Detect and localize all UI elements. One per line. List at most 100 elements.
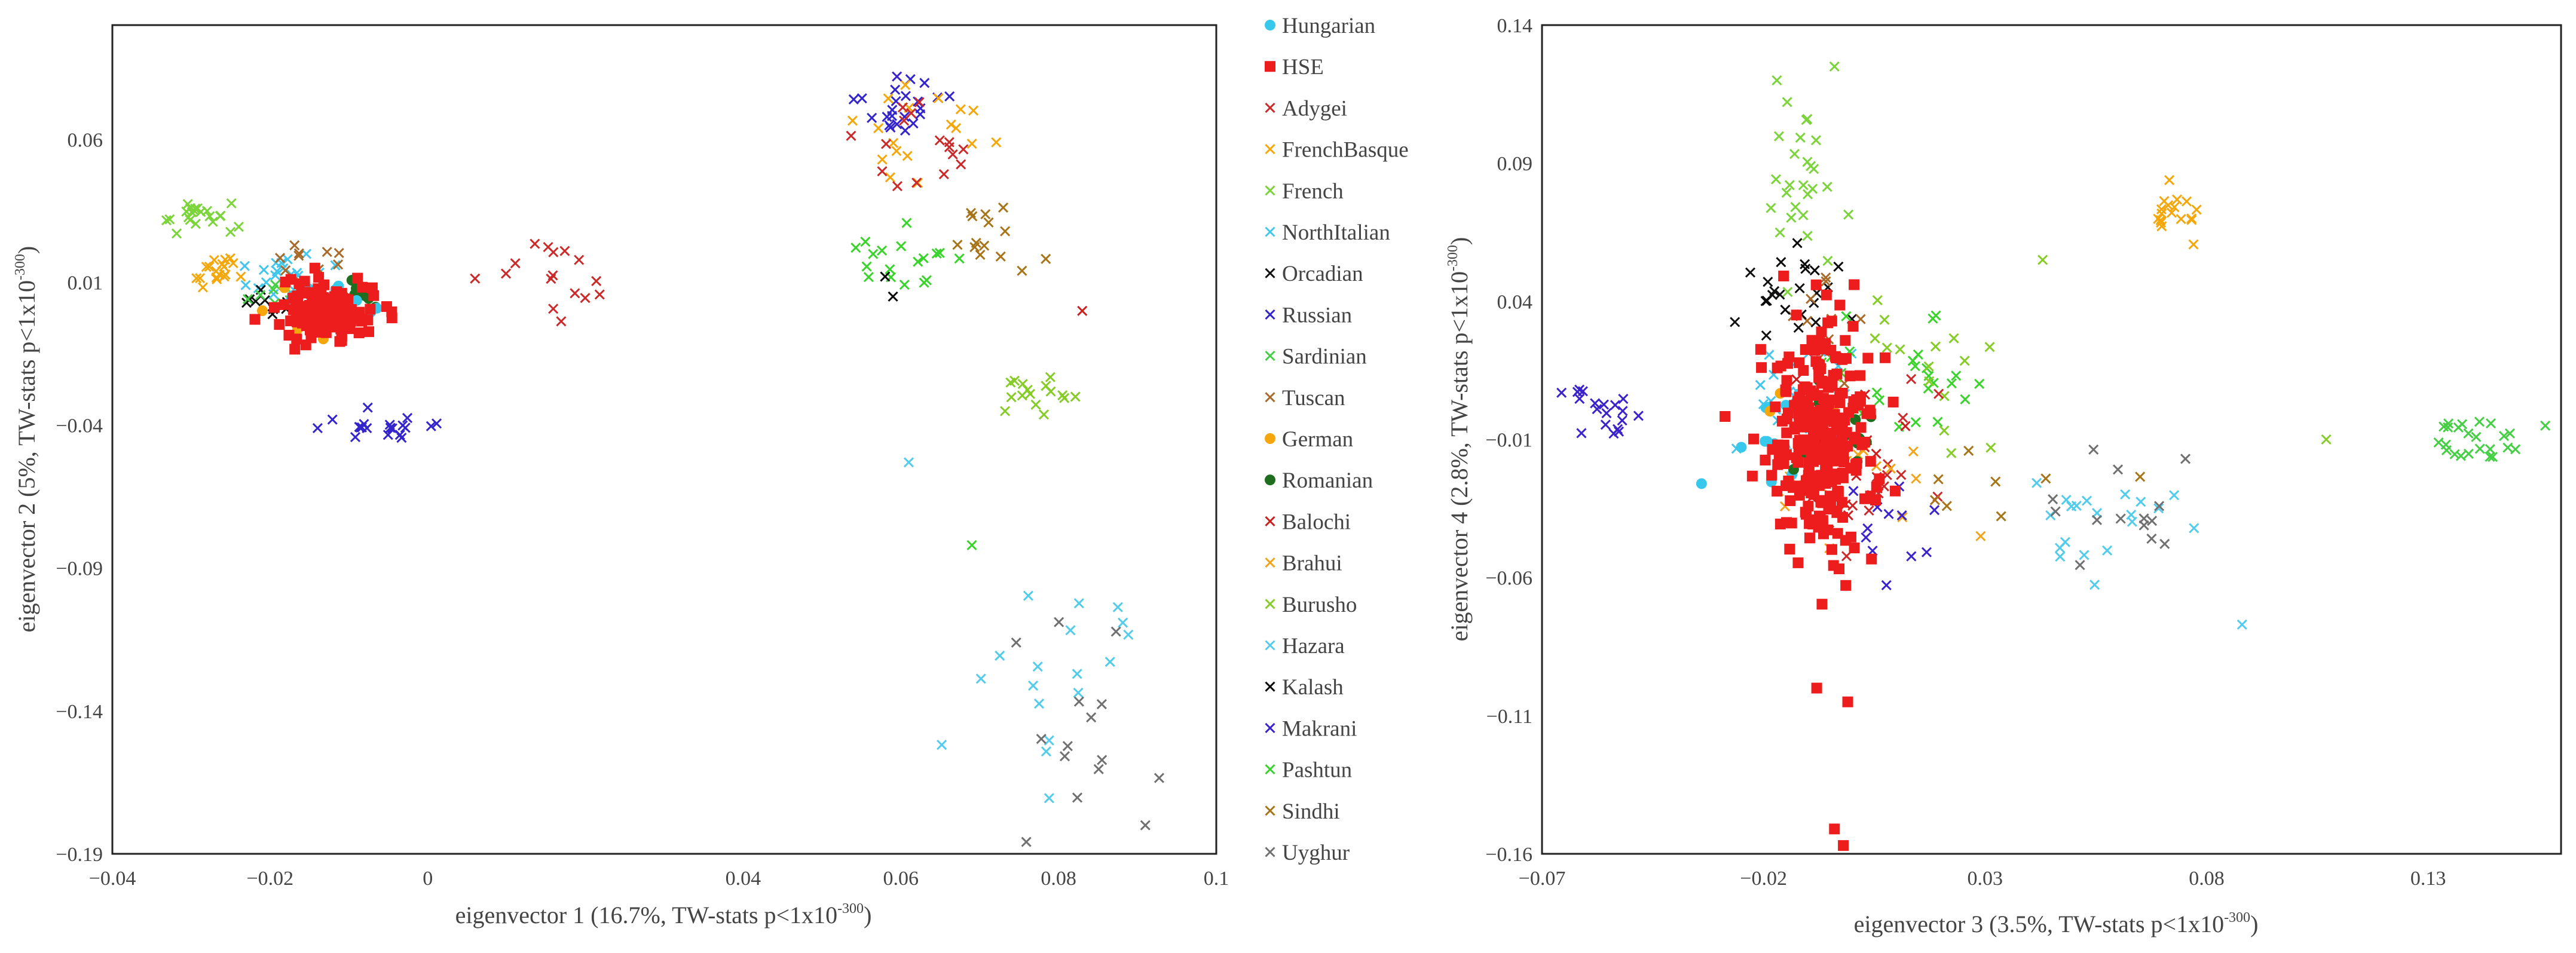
right-point-french	[1822, 182, 1832, 192]
right-point-sardinian	[2441, 445, 2452, 456]
right-point-frenchbasque	[2186, 214, 2197, 225]
right-point-french	[1802, 231, 1813, 241]
left-point-russian	[890, 84, 901, 95]
legend-item-brahui: Brahui	[1265, 551, 1342, 576]
legend-label: Orcadian	[1282, 262, 1363, 286]
y-tick-label: 0.09	[1497, 153, 1533, 175]
right-point-adygei	[1882, 459, 1893, 470]
left-point-french	[215, 210, 226, 221]
left-point-hse	[291, 303, 302, 314]
right-point-hse	[1802, 415, 1813, 426]
left-point-hse	[313, 272, 325, 283]
left-point-frenchbasque	[191, 273, 202, 284]
right-point-hse	[1866, 553, 1877, 565]
left-point-hazara	[1044, 735, 1054, 746]
left-point-german	[256, 305, 268, 317]
legend-item-sardinian: Sardinian	[1265, 345, 1367, 369]
left-point-russian	[900, 125, 911, 136]
right-point-makrani	[1921, 547, 1932, 557]
left-point-hse	[305, 287, 317, 299]
right-point-sardinian	[2453, 422, 2464, 433]
right-point-sindhi	[1990, 476, 2001, 487]
left-point-russian	[384, 419, 395, 430]
right-point-hse	[1847, 403, 1859, 414]
left-point-adygei	[500, 268, 512, 279]
right-point-burusho	[1879, 314, 1890, 325]
right-point-frenchbasque	[2186, 213, 2197, 224]
left-point-adygei	[944, 142, 954, 152]
right-point-uyghur	[2115, 513, 2126, 524]
left-point-russian	[944, 91, 955, 102]
y-tick-label: −0.14	[56, 701, 103, 723]
left-point-russian	[848, 94, 859, 105]
right-point-french	[1801, 115, 1812, 125]
right-point-hse	[1862, 353, 1874, 364]
right-point-hse	[1865, 408, 1876, 419]
left-point-french	[233, 222, 244, 232]
left-point-hazara	[903, 457, 914, 468]
legend-label: Makrani	[1282, 716, 1357, 741]
legend-label: Brahui	[1282, 551, 1342, 576]
right-point-frenchbasque	[2155, 215, 2166, 226]
right-point-hse	[1818, 393, 1829, 404]
right-point-hse	[1781, 375, 1792, 386]
right-point-makrani	[1929, 505, 1940, 516]
left-point-sindhi	[995, 251, 1006, 262]
right-point-hse	[1812, 443, 1823, 454]
legend-marker-kalash	[1265, 681, 1275, 692]
left-point-adygei	[548, 304, 559, 314]
left-point-sardinian	[242, 294, 253, 305]
legend-item-german: German	[1265, 427, 1353, 452]
right-point-burusho	[1870, 333, 1880, 344]
chart-right-points	[1556, 61, 2551, 851]
right-point-french	[1773, 131, 1785, 142]
y-tick-label: −0.09	[56, 558, 103, 580]
right-point-uyghur	[2091, 514, 2103, 525]
left-point-uyghur	[1011, 637, 1021, 648]
right-point-hse	[1834, 299, 1846, 311]
right-point-frenchbasque	[2163, 200, 2174, 211]
right-point-makrani	[1883, 508, 1894, 519]
right-point-makrani	[1862, 523, 1873, 534]
left-point-hazara	[1072, 669, 1082, 679]
right-point-french	[1795, 132, 1806, 143]
right-point-kalash	[1760, 296, 1771, 307]
left-point-pashtun	[896, 241, 907, 252]
left-point-uyghur	[1086, 712, 1097, 723]
left-point-sindhi	[983, 217, 994, 228]
right-point-hse	[1746, 470, 1758, 482]
right-point-hse	[1849, 543, 1860, 554]
legend-item-russian: Russian	[1265, 303, 1352, 327]
left-point-hse	[357, 281, 368, 293]
legend-marker-orcadian	[1265, 268, 1275, 278]
right-point-kalash	[1833, 261, 1844, 272]
x-tick-label: 0.13	[2410, 868, 2446, 890]
left-point-hse	[352, 272, 363, 284]
left-point-uyghur	[1073, 696, 1084, 707]
right-point-frenchbasque	[2171, 194, 2183, 205]
legend-marker-balochi	[1265, 516, 1275, 526]
left-point-burusho	[1006, 392, 1017, 403]
right-point-hazara	[2136, 497, 2146, 507]
left-point-adygei	[905, 108, 917, 118]
right-point-hse	[1748, 433, 1760, 445]
right-point-hazara	[2089, 580, 2100, 590]
right-point-adygei	[1906, 373, 1917, 384]
right-point-makrani	[1576, 428, 1587, 439]
legend-item-orcadian: Orcadian	[1265, 262, 1363, 286]
left-point-frenchbasque	[197, 282, 208, 293]
left-point-adygei	[559, 246, 570, 256]
left-point-frenchbasque	[946, 119, 956, 130]
left-point-hazara	[937, 739, 947, 750]
right-point-hse	[1816, 326, 1827, 338]
left-point-adygei	[911, 177, 922, 188]
right-point-hse	[1855, 422, 1867, 433]
right-point-hse	[1829, 823, 1840, 835]
left-point-burusho	[1041, 381, 1051, 391]
left-point-hse	[249, 314, 261, 325]
legend-marker-brahui	[1265, 557, 1275, 568]
left-point-hse	[279, 299, 290, 310]
left-point-hse	[299, 275, 310, 287]
right-point-makrani	[1610, 400, 1620, 410]
right-point-uyghur	[2088, 444, 2099, 455]
